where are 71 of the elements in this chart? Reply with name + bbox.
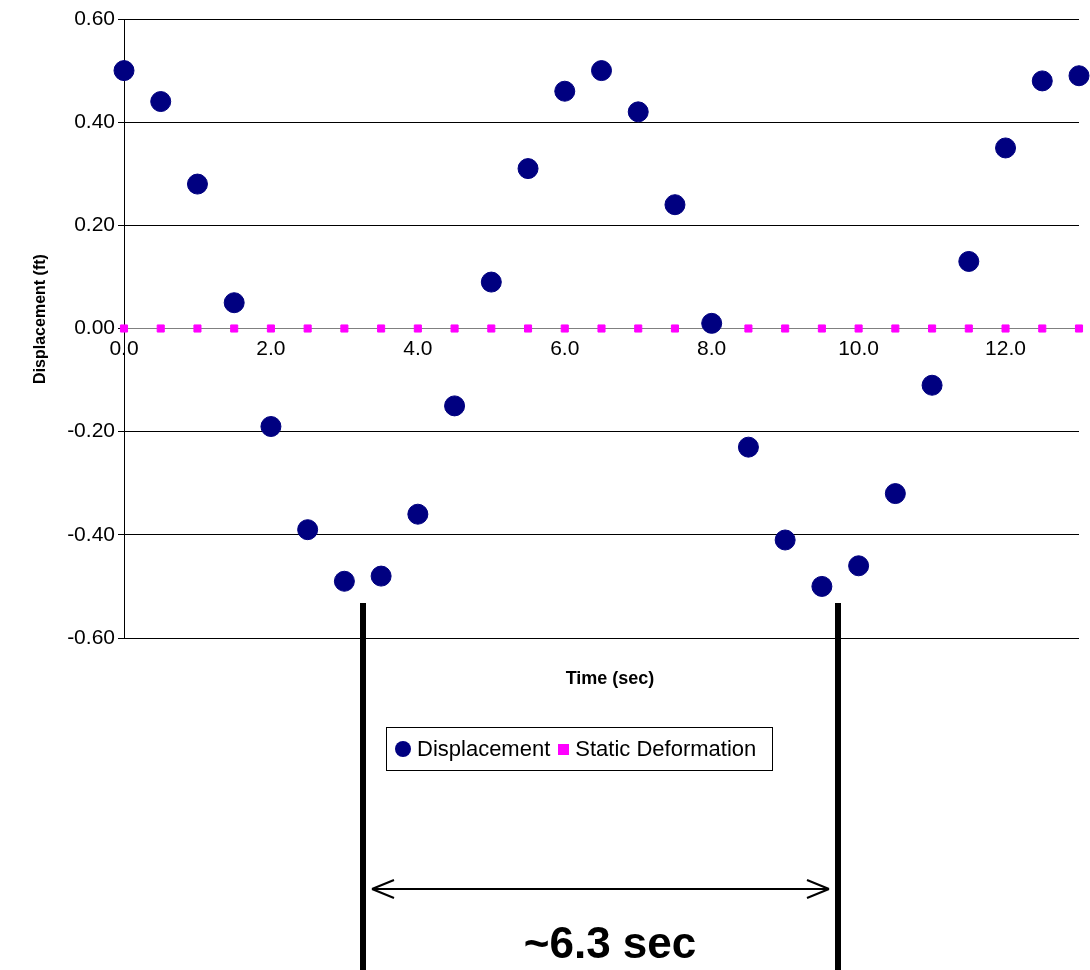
point bbox=[928, 324, 937, 333]
y-tick-label: 0.20 bbox=[74, 212, 115, 236]
point bbox=[480, 271, 502, 293]
point bbox=[591, 60, 612, 82]
y-tick-label: 0.00 bbox=[74, 315, 115, 339]
point bbox=[1038, 324, 1047, 333]
point bbox=[554, 80, 576, 102]
point bbox=[340, 324, 349, 333]
y-tick-label: 0.60 bbox=[74, 5, 115, 29]
x-tick-label: 12.0 bbox=[985, 335, 1026, 359]
point bbox=[444, 395, 466, 417]
point bbox=[223, 292, 245, 314]
point bbox=[150, 91, 172, 113]
point bbox=[891, 324, 900, 333]
point bbox=[737, 436, 759, 458]
point bbox=[297, 519, 319, 541]
point bbox=[921, 374, 943, 396]
y-tick-label: 0.40 bbox=[74, 108, 115, 132]
point bbox=[811, 575, 833, 597]
point bbox=[193, 324, 202, 333]
point bbox=[450, 324, 459, 333]
y-axis-title: Displacement (ft) bbox=[31, 253, 49, 386]
legend-label: Displacement bbox=[417, 736, 551, 762]
point bbox=[817, 324, 826, 333]
legend-label: Static Deformation bbox=[575, 736, 757, 762]
point bbox=[1068, 65, 1090, 87]
point bbox=[230, 324, 239, 333]
point bbox=[848, 555, 870, 577]
point bbox=[1001, 324, 1010, 333]
point bbox=[964, 324, 973, 333]
point bbox=[517, 158, 539, 180]
y-tick-label: -0.20 bbox=[67, 418, 115, 442]
point bbox=[664, 194, 686, 216]
point bbox=[634, 324, 643, 333]
point bbox=[303, 324, 312, 333]
point bbox=[1074, 324, 1084, 333]
point bbox=[1031, 70, 1053, 92]
point bbox=[407, 503, 429, 525]
point bbox=[156, 324, 165, 333]
point bbox=[884, 483, 906, 505]
x-tick-label: 2.0 bbox=[256, 335, 286, 359]
point bbox=[266, 324, 275, 333]
point bbox=[670, 324, 679, 333]
point bbox=[377, 324, 386, 333]
x-tick-label: 8.0 bbox=[697, 335, 727, 359]
point bbox=[186, 173, 208, 195]
x-tick-label: 4.0 bbox=[403, 335, 433, 359]
point bbox=[781, 324, 790, 333]
point bbox=[487, 324, 496, 333]
point bbox=[113, 60, 135, 82]
point bbox=[370, 565, 392, 587]
point bbox=[701, 312, 723, 334]
point bbox=[413, 324, 422, 333]
point bbox=[627, 101, 649, 123]
x-tick-label: 6.0 bbox=[550, 335, 580, 359]
point bbox=[524, 324, 533, 333]
point bbox=[995, 137, 1017, 159]
y-tick-label: -0.40 bbox=[67, 521, 115, 545]
y-tick-label: -0.60 bbox=[67, 624, 115, 648]
text: ~6.3 sec bbox=[522, 918, 698, 968]
point bbox=[119, 324, 129, 333]
point bbox=[597, 324, 606, 333]
point bbox=[560, 324, 569, 333]
x-axis-title: Time (sec) bbox=[564, 668, 656, 689]
point bbox=[958, 250, 980, 272]
point bbox=[774, 529, 796, 551]
x-tick-label: 10.0 bbox=[838, 335, 880, 359]
point bbox=[744, 324, 753, 333]
point bbox=[333, 570, 355, 592]
point bbox=[260, 416, 282, 438]
point bbox=[854, 324, 863, 333]
